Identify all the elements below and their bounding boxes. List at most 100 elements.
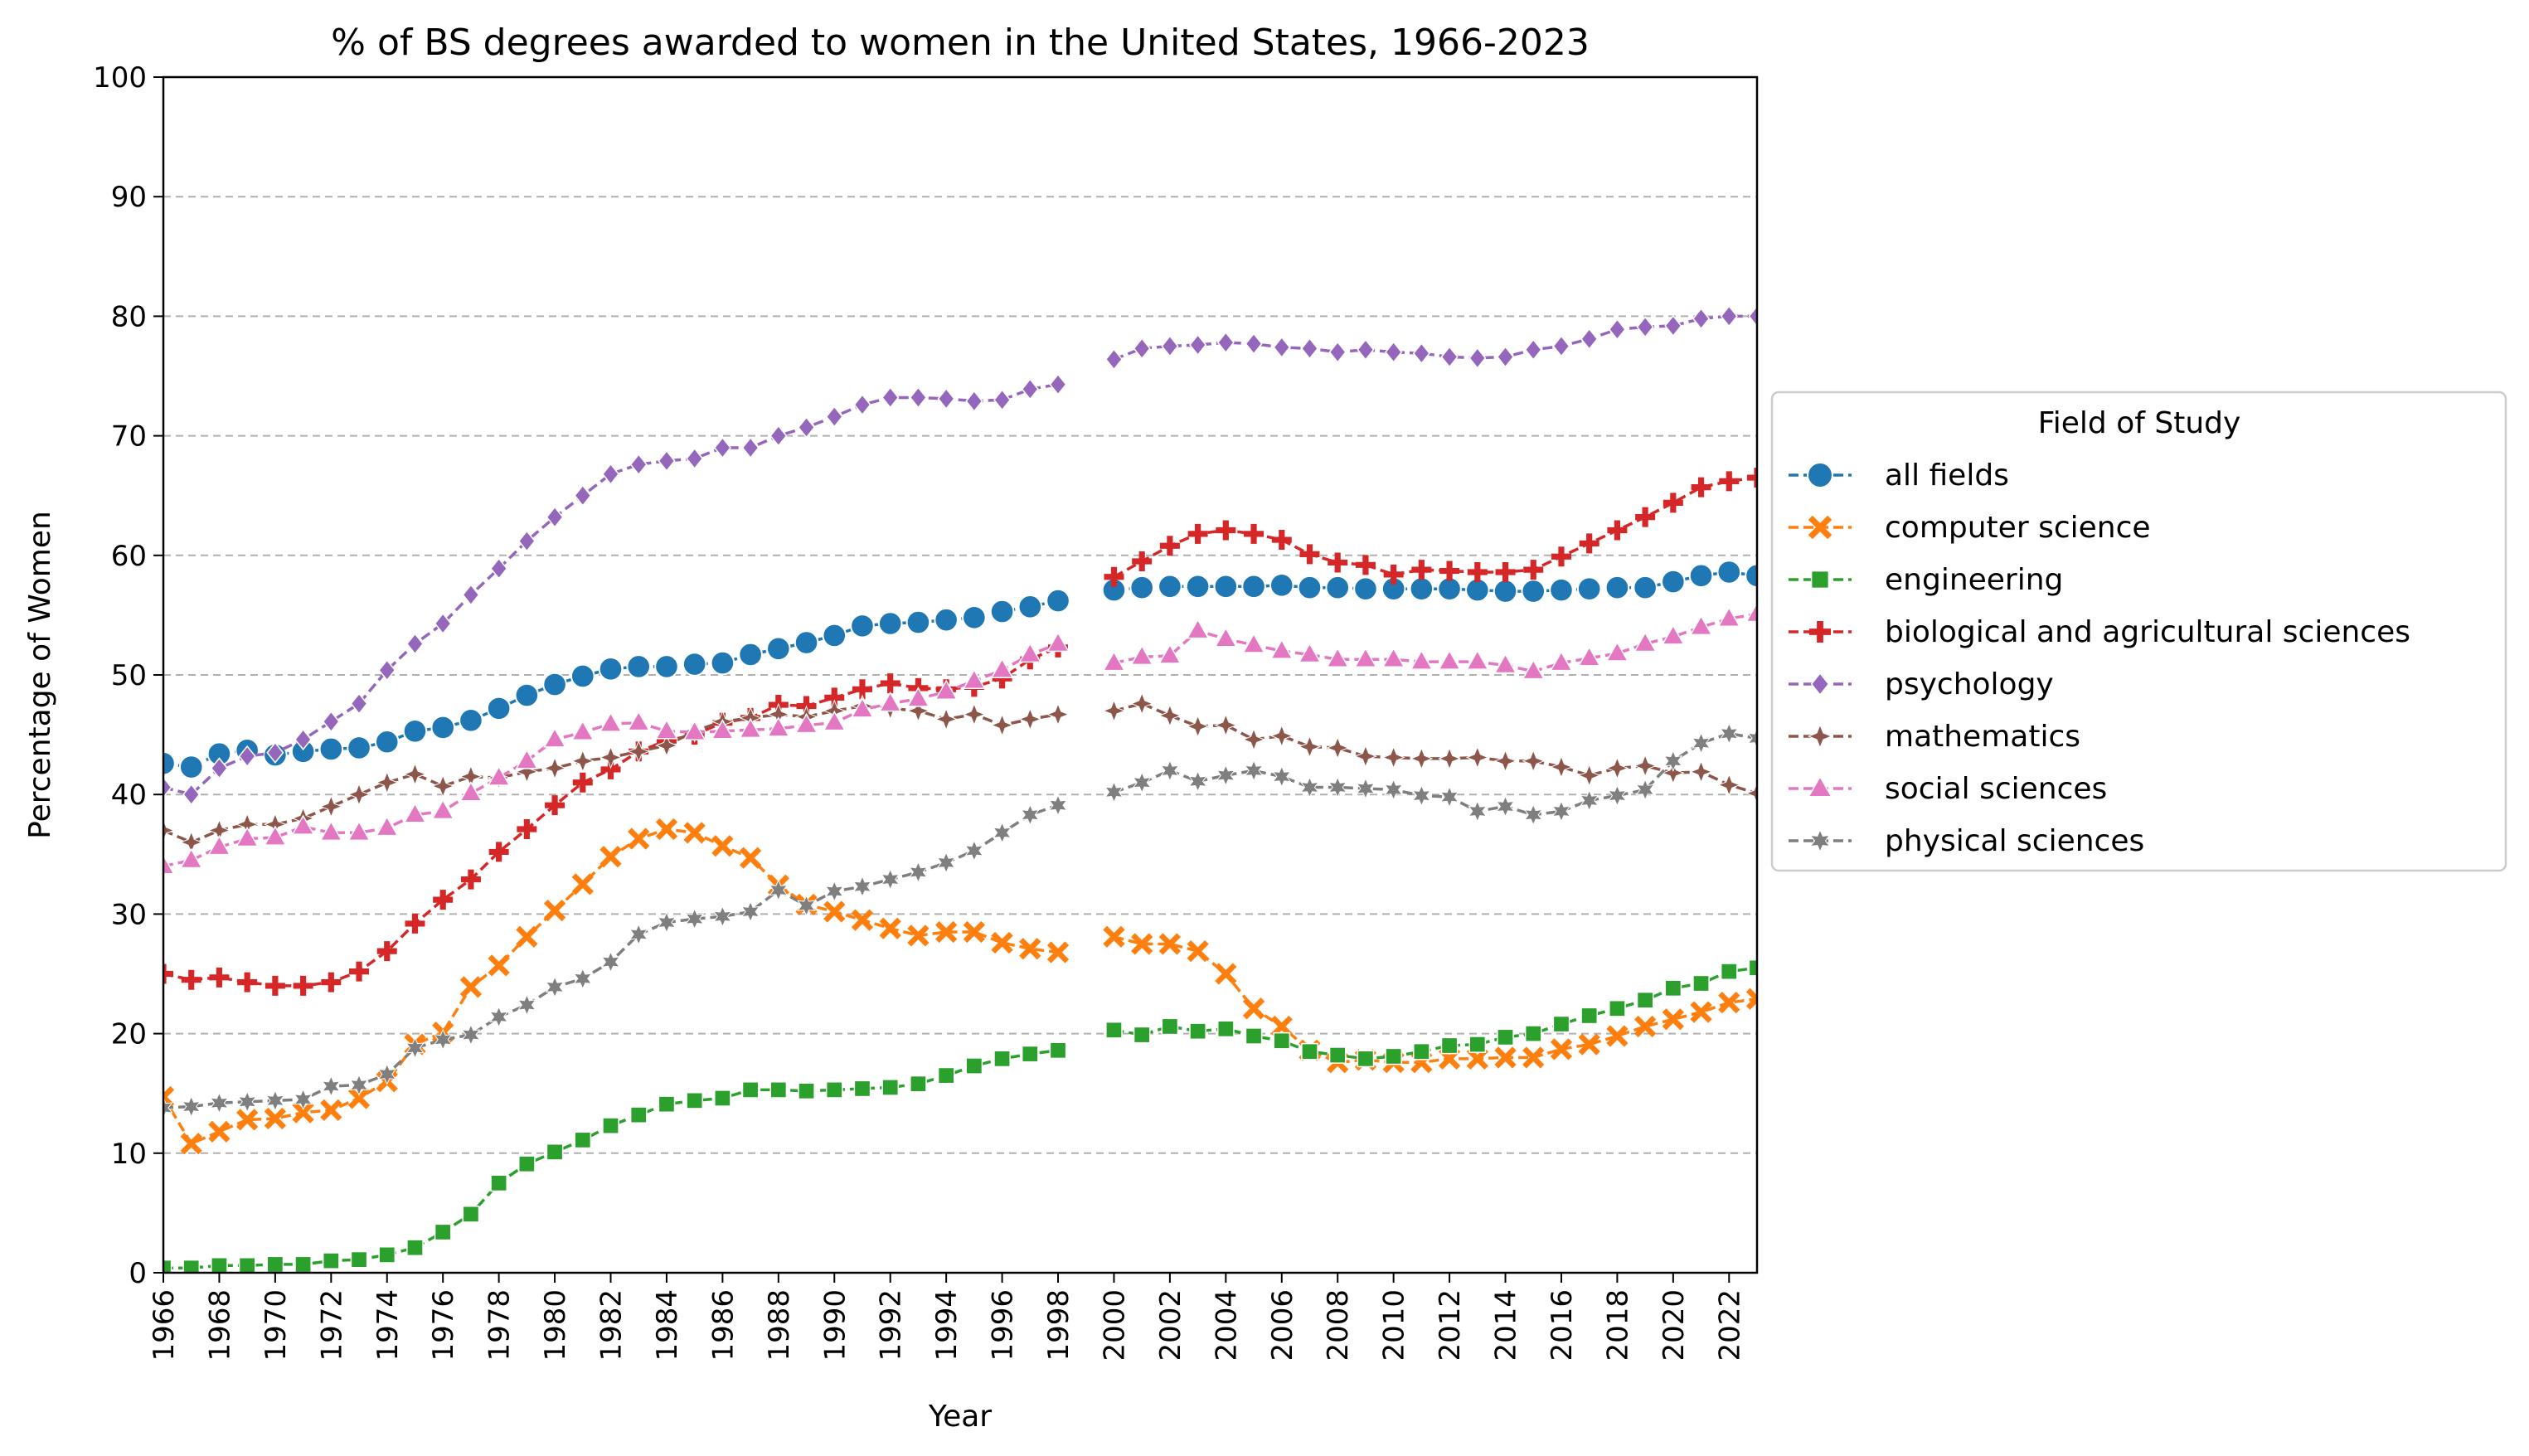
data-point — [627, 710, 651, 731]
data-point — [1550, 650, 1573, 672]
data-point — [739, 717, 762, 739]
data-point — [908, 861, 928, 884]
data-point — [937, 387, 955, 410]
y-axis: 0 10 20 30 40 50 60 70 80 90 100 — [93, 61, 163, 1290]
data-point — [880, 673, 900, 694]
data-point — [347, 783, 371, 807]
data-point — [1522, 1046, 1545, 1069]
data-point — [1104, 781, 1124, 803]
data-point — [965, 1057, 983, 1075]
data-point — [1692, 731, 1711, 755]
data-point — [1411, 560, 1432, 580]
data-point — [1438, 649, 1461, 670]
data-point — [488, 954, 510, 977]
data-point — [1692, 308, 1711, 330]
data-point — [1297, 575, 1323, 600]
data-point — [179, 847, 203, 869]
data-point — [738, 642, 763, 667]
data-point — [797, 416, 816, 439]
data-point — [570, 663, 595, 689]
data-point — [598, 656, 624, 682]
data-point — [1186, 715, 1210, 738]
data-point — [1720, 963, 1738, 980]
legend-label: all fields — [1885, 459, 2009, 493]
data-point — [1604, 575, 1630, 600]
data-point — [1381, 647, 1405, 668]
data-point — [1269, 573, 1294, 598]
data-point — [1354, 647, 1377, 668]
data-point — [655, 719, 678, 740]
data-point — [682, 720, 706, 740]
x-tick-label: 1996 — [987, 1289, 1020, 1361]
data-point — [462, 584, 480, 606]
data-point — [1522, 749, 1546, 773]
x-tick-label: 2000 — [1098, 1289, 1131, 1361]
y-tick-label: 100 — [93, 61, 147, 95]
data-point — [1497, 1028, 1514, 1046]
data-point — [1103, 925, 1125, 948]
data-point — [1158, 704, 1182, 727]
data-point — [163, 1096, 173, 1119]
data-point — [881, 1079, 900, 1096]
data-point — [1189, 333, 1207, 357]
data-point — [989, 599, 1015, 624]
data-point — [879, 917, 901, 939]
data-point — [237, 1090, 257, 1114]
legend-label: psychology — [1885, 667, 2054, 701]
data-point — [1633, 575, 1658, 600]
data-point — [434, 1223, 452, 1241]
data-point — [1018, 707, 1042, 731]
data-point — [1326, 647, 1350, 668]
data-point — [1719, 722, 1739, 745]
series-all-fields — [163, 560, 1757, 779]
data-point — [1468, 1036, 1487, 1053]
data-point — [1385, 1047, 1402, 1065]
series-engineering — [163, 959, 1757, 1273]
data-point — [459, 781, 483, 802]
data-point — [1494, 1046, 1517, 1069]
data-point — [1328, 341, 1347, 363]
data-point — [1745, 601, 1757, 623]
data-point — [517, 819, 537, 840]
data-point — [1439, 785, 1459, 808]
data-point — [1102, 650, 1126, 672]
data-point — [1298, 735, 1322, 759]
data-point — [1412, 342, 1430, 365]
data-point — [739, 847, 762, 869]
x-tick-label: 1976 — [427, 1289, 460, 1361]
data-point — [490, 557, 508, 580]
data-point — [1273, 336, 1291, 359]
data-point — [1633, 754, 1658, 778]
data-point — [1439, 561, 1460, 581]
legend-marker — [1809, 828, 1831, 853]
data-point — [265, 1090, 285, 1112]
data-point — [486, 696, 512, 721]
data-point — [263, 825, 287, 846]
data-point — [1187, 939, 1209, 963]
data-point — [962, 604, 987, 630]
data-point — [1299, 544, 1320, 565]
data-point — [657, 911, 677, 934]
data-point — [406, 1239, 424, 1257]
data-point — [516, 925, 538, 948]
data-point — [320, 1099, 342, 1122]
data-point — [378, 659, 396, 682]
data-point — [207, 834, 231, 856]
data-point — [433, 890, 454, 910]
data-point — [1549, 577, 1574, 603]
legend-label: computer science — [1885, 511, 2151, 545]
data-point — [572, 772, 593, 793]
data-point — [211, 1256, 228, 1273]
data-point — [1186, 618, 1210, 639]
data-point — [1160, 760, 1180, 782]
chart-title: % of BS degrees awarded to women in the … — [331, 22, 1590, 64]
data-point — [1046, 631, 1070, 653]
x-tick-label: 2010 — [1378, 1289, 1411, 1361]
data-point — [1216, 520, 1236, 541]
data-point — [1747, 468, 1757, 488]
data-point — [881, 868, 900, 891]
data-point — [629, 1106, 648, 1124]
data-point — [1745, 988, 1757, 1010]
data-point — [964, 839, 984, 862]
data-point — [1468, 347, 1487, 370]
